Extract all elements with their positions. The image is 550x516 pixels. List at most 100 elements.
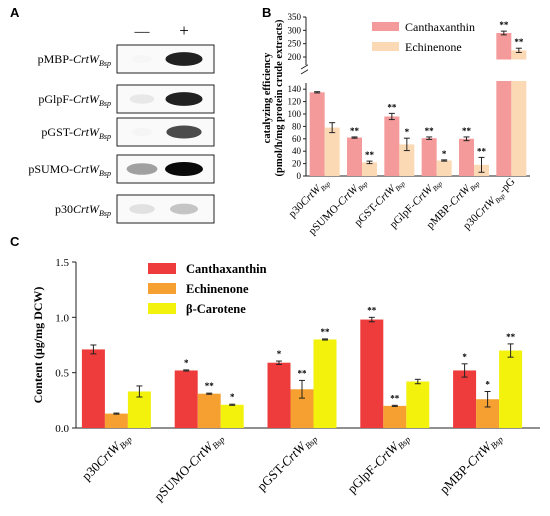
blot-row-label: pGST-CrtWBsp [41,125,111,141]
y-tick-label: 60 [292,134,302,144]
significance-mark: ** [367,305,377,315]
bar [406,381,430,428]
blot-row-label: p30CrtWBsp [55,202,111,218]
blot-row-label: pMBP-CrtWBsp [38,52,111,68]
bar [104,413,128,428]
bar [324,127,340,176]
y-tick-label: 200 [288,52,302,62]
legend-swatch [372,42,399,51]
bar [267,362,291,428]
bar [511,50,527,177]
legend-swatch [148,263,176,274]
significance-mark: ** [350,126,360,136]
significance-mark: ** [298,368,308,378]
y-tick-label: 0 [297,171,302,181]
significance-mark: * [277,349,282,359]
legend-label: Canthaxanthin [186,262,267,276]
legend-swatch [372,22,399,31]
bar [347,137,362,176]
significance-mark: ** [321,327,331,337]
bar [220,404,244,428]
y-tick-label: 140 [288,84,302,94]
legend-swatch [148,303,176,314]
significance-mark: ** [514,37,524,47]
significance-mark: ** [462,126,472,136]
bar [476,399,500,428]
bar [499,350,523,428]
legend-label: Echinenone [405,40,462,54]
significance-mark: * [462,352,467,362]
significance-mark: ** [499,20,509,30]
blot-band [165,162,203,176]
significance-mark: * [184,358,189,368]
axis-break-gap [308,60,532,81]
blot-band [166,125,202,139]
significance-mark: * [442,149,447,159]
blot-band [165,52,203,66]
legend-label: Echinenone [186,282,249,296]
blot-frame [116,194,215,224]
significance-mark: ** [390,393,400,403]
significance-mark: * [230,392,235,402]
bar [174,370,198,428]
blot-band [129,94,155,104]
y-axis-label: (pmol/h/mg protein crude extracts) [274,19,285,176]
bar [197,393,221,428]
x-tick-label: pGlpF-CrtWBsp [344,429,412,497]
y-tick-label: 1.0 [55,312,69,324]
y-axis-label: Content (μg/mg DCW) [31,287,45,404]
significance-mark: * [405,127,410,137]
bar [313,339,337,428]
y-tick-label: 300 [288,25,302,35]
y-tick-label: 40 [292,146,302,156]
significance-mark: ** [506,332,516,342]
significance-mark: ** [387,102,397,112]
blot-band [129,204,155,214]
bar [309,92,325,176]
x-tick-label: p30CrtWBsp [79,429,135,485]
y-tick-label: 100 [288,109,302,119]
x-tick-label: pGST-CrtWBsp [254,429,320,495]
blot-band [131,54,153,64]
blot-band [131,127,153,137]
blot-band [165,92,203,106]
bar [384,116,400,176]
x-tick-label: pMBP-CrtWBsp [437,429,506,498]
y-tick-label: 1.5 [55,257,69,269]
bar [453,370,477,428]
bar [290,389,314,428]
y-tick-label: 0.0 [55,423,69,435]
significance-mark: ** [477,146,487,156]
column-plus-label: + [179,21,189,40]
bar [360,319,384,428]
legend-label: Canthaxanthin [405,20,475,34]
significance-mark: ** [365,150,375,160]
blot-row-label: pSUMO-CrtWBsp [28,162,111,178]
bar [81,349,105,428]
y-tick-label: 250 [288,39,302,49]
bar [362,162,377,176]
y-tick-label: 0.5 [55,368,69,380]
bar [127,391,151,428]
y-tick-label: 350 [288,12,302,22]
panel-label-c: C [10,234,20,249]
western-blot: — + pMBP-CrtWBsp pGlpF-CrtWBsp pGST-CrtWBsp p… [28,21,215,224]
bar [496,33,512,176]
significance-mark: ** [205,381,215,391]
blot-band [126,163,158,175]
panel-label-b: B [262,5,271,20]
bar [459,138,474,176]
bar [436,160,452,176]
bar [421,138,437,176]
legend-swatch [148,283,176,294]
y-tick-label: 80 [292,121,302,131]
y-axis-label: catalyzing efficiency [262,52,273,143]
blot-band [169,203,199,215]
x-tick-label: p30CrtWBsp-pG [461,176,519,234]
panel-label-a: A [10,5,20,20]
y-tick-label: 20 [292,159,302,169]
legend-label: β-Carotene [186,302,246,316]
x-tick-label: pSUMO-CrtWBsp [151,429,227,505]
significance-mark: * [485,379,490,389]
